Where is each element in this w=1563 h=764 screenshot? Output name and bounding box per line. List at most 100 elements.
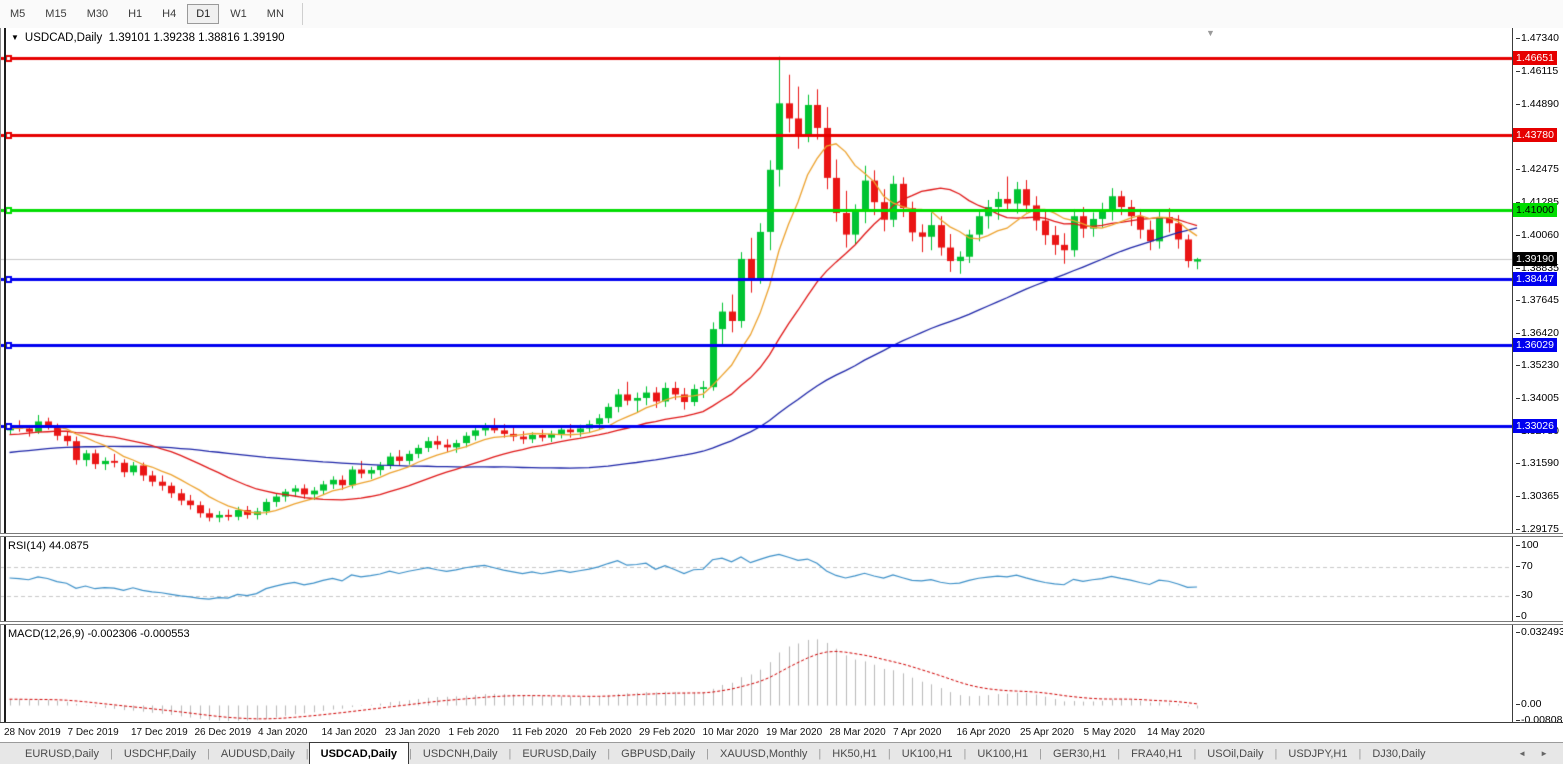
price-tick-label: 1.40060: [1516, 229, 1559, 241]
tab-hk50-h1[interactable]: HK50,H1: [832, 747, 877, 760]
toolbar-separator: [301, 3, 303, 25]
tab-separator: |: [1274, 747, 1278, 760]
tab-separator: |: [1193, 747, 1197, 760]
macd-tick-label: 0.00: [1516, 698, 1541, 710]
timeframe-button-h1[interactable]: H1: [128, 8, 143, 20]
rsi-canvas[interactable]: [0, 537, 1512, 621]
date-label: 11 Feb 2020: [512, 727, 568, 738]
tab-separator: |: [508, 747, 512, 760]
tab-gbpusd-daily[interactable]: GBPUSD,Daily: [621, 747, 696, 760]
date-label: 1 Feb 2020: [448, 727, 500, 738]
chart-dropdown-icon[interactable]: ▼: [11, 33, 19, 42]
date-label: 14 Jan 2020: [321, 727, 377, 738]
rsi-tick-label: 0: [1516, 610, 1527, 622]
price-axis[interactable]: 1.47340 1.46115 1.44890 1.42475 1.41285 1.400…: [1512, 28, 1563, 726]
level-price-tag: 1.41000: [1513, 203, 1557, 218]
tab-scroll-arrows: ◄ ►: [1511, 743, 1563, 764]
date-label: 16 Apr 2020: [956, 727, 1011, 738]
price-tick-label: 1.44890: [1516, 98, 1559, 110]
main-chart-canvas[interactable]: [0, 28, 1512, 533]
tab-dj30-daily[interactable]: DJ30,Daily: [1372, 747, 1426, 760]
chart-symbol-label: USDCAD,Daily: [24, 32, 103, 44]
tab-separator: |: [607, 747, 611, 760]
tab-usoil-daily[interactable]: USOil,Daily: [1207, 747, 1264, 760]
chart-tabs: EURUSD,Daily | USDCHF,Daily | AUDUSD,Daily | U…: [0, 742, 1563, 764]
tab-separator: |: [963, 747, 967, 760]
price-tick-label: 1.34005: [1516, 392, 1559, 404]
date-label: 28 Mar 2020: [829, 727, 886, 738]
tab-scroll-left-icon[interactable]: ◄: [1518, 749, 1527, 758]
timeframe-button-h4[interactable]: H4: [162, 8, 177, 20]
tab-uk100-h1[interactable]: UK100,H1: [977, 747, 1029, 760]
tab-separator: |: [706, 747, 709, 760]
rsi-tick-label: 70: [1516, 560, 1533, 572]
timeframe-button-m5[interactable]: M5: [10, 8, 26, 20]
tab-separator: |: [1039, 747, 1043, 760]
price-tick-label: 1.35230: [1516, 359, 1559, 371]
price-tick-label: 1.46115: [1516, 65, 1558, 77]
timeframe-button-m30[interactable]: M30: [86, 8, 109, 20]
chart-shift-marker-icon[interactable]: ▼: [1206, 28, 1215, 38]
tab-ger30-h1[interactable]: GER30,H1: [1053, 747, 1107, 760]
date-label: 10 Mar 2020: [702, 727, 759, 738]
price-tick-label: 1.36420: [1516, 327, 1559, 339]
tab-usdcad-daily[interactable]: USDCAD,Daily: [308, 742, 410, 764]
rsi-tick-label: 100: [1516, 539, 1539, 551]
date-label: 7 Dec 2019: [67, 727, 119, 738]
level-price-tag: 1.46651: [1513, 50, 1557, 65]
timeframe-button-mn[interactable]: MN: [266, 8, 284, 20]
tab-fra40-h1[interactable]: FRA40,H1: [1131, 747, 1183, 760]
date-label: 20 Feb 2020: [575, 727, 632, 738]
tab-eurusd-daily[interactable]: EURUSD,Daily: [522, 747, 597, 760]
level-price-tag: 1.33026: [1513, 418, 1557, 433]
rsi-tick-label: 30: [1516, 589, 1533, 601]
current-price-tag: 1.39190: [1513, 252, 1557, 267]
tab-separator: |: [109, 747, 113, 760]
date-label: 19 Mar 2020: [766, 727, 823, 738]
level-price-tag: 1.38447: [1513, 272, 1557, 287]
tab-separator: |: [1358, 747, 1362, 760]
macd-canvas[interactable]: [0, 625, 1512, 722]
tab-scroll-right-icon[interactable]: ►: [1540, 749, 1548, 758]
tab-separator: |: [818, 747, 822, 760]
date-axis[interactable]: 28 Nov 2019 7 Dec 2019 17 Dec 2019 26 Dec 2…: [0, 722, 1563, 742]
date-label: 26 Dec 2019: [194, 727, 252, 738]
timeframe-button-w1[interactable]: W1: [230, 8, 247, 20]
price-tick-label: 1.42475: [1516, 163, 1559, 175]
window-frame-inner: [4, 28, 6, 722]
splitter-main-rsi[interactable]: [0, 533, 1563, 537]
chart-title: ▼ USDCAD,Daily 1.39101 1.39238 1.38816 1.…: [11, 32, 285, 44]
tab-uk100-h1[interactable]: UK100,H1: [901, 747, 953, 760]
chart-window: ▼ USDCAD,Daily 1.39101 1.39238 1.38816 1.…: [0, 28, 1563, 742]
tab-xauusd-monthly[interactable]: XAUUSD,Monthly: [719, 747, 808, 760]
date-label: 7 Apr 2020: [893, 727, 942, 738]
rsi-indicator-label: RSI(14) 44.0875: [8, 540, 89, 552]
date-label: 28 Nov 2019: [4, 727, 61, 738]
macd-indicator-label: MACD(12,26,9) -0.002306 -0.000553: [8, 628, 190, 640]
price-tick-label: 1.37645: [1516, 294, 1559, 306]
price-tick-label: 1.47340: [1516, 32, 1559, 44]
splitter-rsi-macd[interactable]: [0, 621, 1563, 625]
tab-usdjpy-h1[interactable]: USDJPY,H1: [1288, 747, 1348, 760]
date-label: 29 Feb 2020: [639, 727, 696, 738]
timeframe-toolbar: M5 M15 M30 H1 H4 D1 W1 MN: [0, 0, 1563, 29]
level-price-tag: 1.43780: [1513, 128, 1557, 143]
timeframe-button-d1[interactable]: D1: [187, 4, 220, 24]
level-price-tag: 1.36029: [1513, 337, 1557, 352]
timeframe-button-m15[interactable]: M15: [45, 8, 67, 20]
price-tick-label: 1.31590: [1516, 457, 1559, 469]
tab-usdcnh-daily[interactable]: USDCNH,Daily: [422, 747, 498, 760]
tab-separator: |: [887, 747, 891, 760]
tab-eurusd-daily[interactable]: EURUSD,Daily: [25, 747, 99, 760]
tab-separator: |: [305, 747, 309, 760]
tab-separator: |: [1117, 747, 1121, 760]
tab-audusd-daily[interactable]: AUDUSD,Daily: [220, 747, 295, 760]
window-frame-outer: [0, 28, 1, 722]
date-label: 4 Jan 2020: [258, 727, 308, 738]
tab-separator: |: [409, 747, 412, 760]
tab-usdchf-daily[interactable]: USDCHF,Daily: [123, 747, 196, 760]
date-label: 5 May 2020: [1083, 727, 1136, 738]
tab-separator: |: [206, 747, 210, 760]
date-label: 25 Apr 2020: [1020, 727, 1074, 738]
